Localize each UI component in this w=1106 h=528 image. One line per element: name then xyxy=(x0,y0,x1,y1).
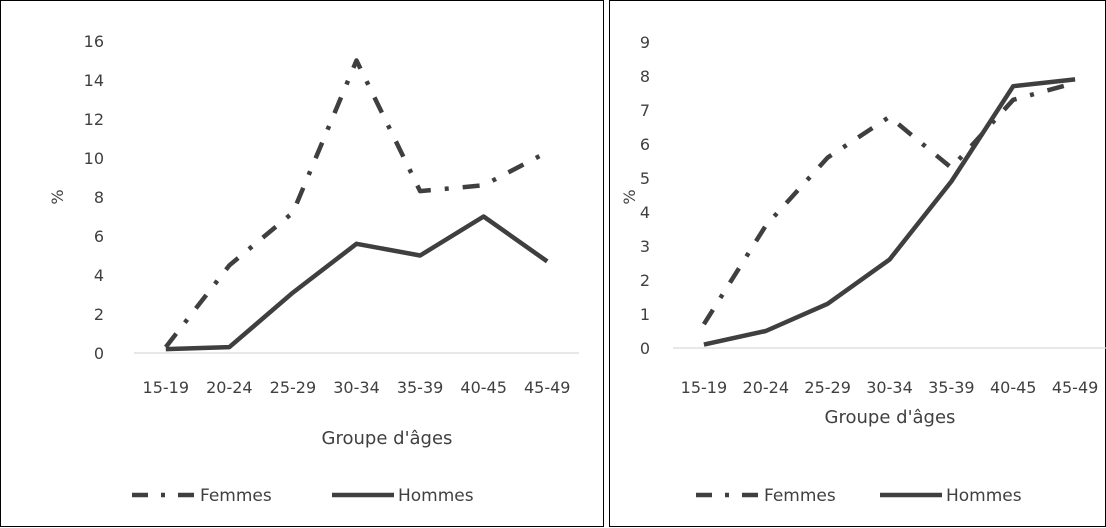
right-y-tick-label: 4 xyxy=(640,203,650,222)
left-y-tick-label: 12 xyxy=(84,110,104,129)
left-legend-hommes-label: Hommes xyxy=(398,486,474,506)
right-legend-femmes-label: Femmes xyxy=(764,486,836,506)
right-x-tick-label: 35-39 xyxy=(928,378,975,397)
right-series-femmes-line xyxy=(701,80,1076,326)
right-y-tick-label: 6 xyxy=(640,135,650,154)
left-x-tick-label: 40-45 xyxy=(460,378,507,397)
right-y-tick-label: 2 xyxy=(640,271,650,290)
left-y-tick-label: 8 xyxy=(94,188,104,207)
left-y-tick-label: 16 xyxy=(84,32,104,51)
right-x-tick-label: 20-24 xyxy=(743,378,790,397)
left-x-tick-label: 25-29 xyxy=(270,378,317,397)
left-y-tick-label: 10 xyxy=(84,149,104,168)
left-line-chart: 0 2 4 6 8 10 12 14 16 15-19 20-24 25-29 30-34 35-39 40… xyxy=(48,32,579,506)
right-x-tick-label: 30-34 xyxy=(866,378,913,397)
left-x-tick-label: 30-34 xyxy=(333,378,380,397)
right-y-tick-label: 5 xyxy=(640,169,650,188)
left-x-axis-title: Groupe d'âges xyxy=(322,428,453,449)
left-legend-femmes-label: Femmes xyxy=(200,486,272,506)
left-chart-panel: 0 2 4 6 8 10 12 14 16 15-19 20-24 25-29 30-34 35-39 40… xyxy=(0,0,604,527)
left-y-tick-label: 14 xyxy=(84,71,104,90)
right-x-tick-label: 25-29 xyxy=(804,378,851,397)
right-x-tick-label: 15-19 xyxy=(681,378,728,397)
left-y-tick-label: 0 xyxy=(94,344,104,363)
left-series-femmes-line xyxy=(164,58,549,349)
right-chart-panel: 0 1 2 3 4 5 6 7 8 9 15-19 20-24 25-29 30-34 35-39 40-45… xyxy=(609,0,1106,527)
left-x-tick-label: 45-49 xyxy=(524,378,571,397)
right-x-tick-label: 45-49 xyxy=(1052,378,1099,397)
left-y-tick-label: 4 xyxy=(94,266,104,285)
right-line-chart: 0 1 2 3 4 5 6 7 8 9 15-19 20-24 25-29 30-34 35-39 40-45… xyxy=(620,33,1106,506)
left-x-tick-label: 20-24 xyxy=(206,378,253,397)
right-y-tick-label: 3 xyxy=(640,237,650,256)
right-y-tick-label: 0 xyxy=(640,339,650,358)
right-y-axis-title: % xyxy=(620,189,639,204)
right-x-tick-label: 40-45 xyxy=(990,378,1037,397)
left-x-tick-label: 35-39 xyxy=(397,378,444,397)
right-series-hommes-line xyxy=(703,77,1076,347)
right-x-axis-title: Groupe d'âges xyxy=(825,407,956,428)
left-series-hommes-line xyxy=(165,214,549,352)
left-y-tick-label: 2 xyxy=(94,305,104,324)
right-y-tick-label: 1 xyxy=(640,305,650,324)
right-legend-hommes-label: Hommes xyxy=(946,486,1022,506)
right-y-tick-label: 8 xyxy=(640,67,650,86)
right-y-tick-label: 7 xyxy=(640,101,650,120)
left-x-tick-label: 15-19 xyxy=(143,378,190,397)
left-y-axis-title: % xyxy=(48,189,67,204)
right-y-tick-label: 9 xyxy=(640,33,650,52)
left-y-tick-label: 6 xyxy=(94,227,104,246)
